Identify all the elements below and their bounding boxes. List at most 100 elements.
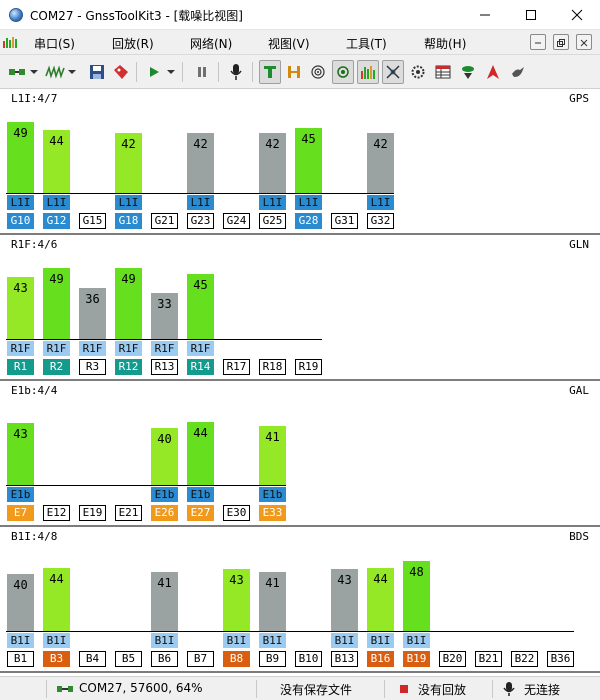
mdi-close-button[interactable] (576, 34, 592, 50)
toolbar-separator (182, 62, 183, 82)
microphone-button[interactable] (225, 60, 247, 84)
pause-icon (198, 67, 206, 77)
snr-value-label: 48 (409, 565, 424, 579)
mdi-close-icon (580, 39, 588, 47)
satellite-prn-label: B7 (187, 651, 214, 667)
snr-value-label: 42 (121, 137, 136, 151)
menu-playback[interactable]: 回放(R) (112, 37, 154, 51)
snr-baseline (6, 193, 394, 194)
satellite-prn-label: E26 (151, 505, 178, 521)
save-button[interactable] (86, 60, 108, 84)
rtk-icon (462, 66, 474, 79)
target-button[interactable] (307, 60, 329, 84)
snr-bar (403, 561, 430, 631)
menu-bar: 串口(S) 回放(R) 网络(N) 视图(V) 工具(T) 帮助(H) (0, 30, 600, 55)
status-connection: COM27, 57600, 64% (79, 681, 203, 695)
satellite-prn-label: G25 (259, 213, 286, 229)
satellite-prn-label: B19 (403, 651, 430, 667)
play-button[interactable] (143, 60, 165, 84)
snr-value-label: 42 (193, 137, 208, 151)
title-bar: COM27 - GnssToolKit3 - [载噪比视图] (0, 0, 600, 30)
satellite-prn-label: G28 (295, 213, 322, 229)
connect-dropdown[interactable] (28, 60, 40, 84)
pause-button[interactable] (191, 60, 213, 84)
satellite-prn-label: G24 (223, 213, 250, 229)
mdi-minimize-button[interactable] (530, 34, 546, 50)
connect-button[interactable] (6, 60, 28, 84)
maximize-button[interactable] (508, 0, 554, 30)
satellite-prn-label: B21 (475, 651, 502, 667)
satellite-prn-label: B3 (43, 651, 70, 667)
table-icon (435, 65, 451, 79)
snr-bar (115, 133, 142, 193)
snr-bar (259, 572, 286, 631)
status-separator (384, 680, 385, 698)
signal-dropdown[interactable] (66, 60, 78, 84)
snr-bar (367, 133, 394, 193)
snr-bar (151, 572, 178, 631)
rtk-button[interactable] (457, 60, 479, 84)
microphone-icon (230, 64, 242, 80)
satellite-prn-label: E19 (79, 505, 106, 521)
signal-type-label: L1I (367, 195, 394, 210)
menu-network[interactable]: 网络(N) (190, 37, 233, 51)
menu-help[interactable]: 帮助(H) (424, 37, 467, 51)
satellite-prn-label: R12 (115, 359, 142, 375)
snr-bar (43, 568, 70, 631)
signal-type-label: R1F (43, 341, 70, 356)
bird-button[interactable] (507, 60, 529, 84)
snr-view-button[interactable] (357, 60, 379, 84)
table-button[interactable] (432, 60, 454, 84)
snr-value-label: 44 (49, 134, 64, 148)
satellite-prn-label: B22 (511, 651, 538, 667)
text-view-button[interactable] (259, 60, 281, 84)
status-separator (256, 680, 257, 698)
snr-value-label: 41 (157, 576, 172, 590)
mdi-snr-icon (3, 37, 17, 48)
snr-value-label: 44 (373, 572, 388, 586)
status-playback: 没有回放 (418, 683, 467, 697)
signal-type-label: B1I (223, 633, 250, 648)
close-button[interactable] (554, 0, 600, 30)
locate-button[interactable] (332, 60, 354, 84)
mdi-restore-button[interactable] (553, 34, 569, 50)
minimize-button[interactable] (462, 0, 508, 30)
play-dropdown[interactable] (165, 60, 177, 84)
snr-bar (115, 268, 142, 339)
satellite-prn-label: E21 (115, 505, 142, 521)
menu-tools[interactable]: 工具(T) (346, 37, 387, 51)
satellite-prn-label: R1 (7, 359, 34, 375)
satellite-prn-label: B20 (439, 651, 466, 667)
satellite-button[interactable] (382, 60, 404, 84)
h-view-icon (288, 66, 300, 78)
panel-constellation-name: GLN (569, 238, 589, 251)
settings-button[interactable] (407, 60, 429, 84)
status-network: 无连接 (524, 683, 561, 697)
snr-panel-gps: L1I:4/7 GPS 49 L1I G10 44 L1I G12 G15 42 L1I G18 G21… (0, 89, 600, 235)
menu-view[interactable]: 视图(V) (268, 37, 310, 51)
panel-signal-label: R1F:4/6 (11, 238, 58, 251)
satellite-prn-label: G23 (187, 213, 214, 229)
snr-panel-glonass: R1F:4/6 GLN 43 R1F R1 49 R1F R2 36 R1F R3 49 R1F R12 3… (0, 235, 600, 381)
signal-type-label: E1b (259, 487, 286, 502)
satellite-icon (386, 65, 400, 79)
snr-value-label: 41 (265, 430, 280, 444)
satellite-prn-label: R3 (79, 359, 106, 375)
signal-type-label: L1I (115, 195, 142, 210)
signal-button[interactable] (44, 60, 66, 84)
snr-bar (7, 122, 34, 193)
snr-value-label: 43 (337, 573, 352, 587)
serial-connection-icon (57, 686, 73, 692)
direction-icon (487, 65, 499, 79)
satellite-prn-label: G31 (331, 213, 358, 229)
satellite-prn-label: B36 (547, 651, 574, 667)
menu-serial[interactable]: 串口(S) (34, 37, 75, 51)
snr-value-label: 42 (265, 137, 280, 151)
record-icon (400, 685, 408, 693)
tag-button[interactable] (110, 60, 132, 84)
h-view-button[interactable] (283, 60, 305, 84)
signal-type-label: R1F (7, 341, 34, 356)
snr-view: L1I:4/7 GPS 49 L1I G10 44 L1I G12 G15 42 L1I G18 G21… (0, 89, 600, 676)
dropdown-icon (167, 70, 175, 74)
direction-button[interactable] (482, 60, 504, 84)
